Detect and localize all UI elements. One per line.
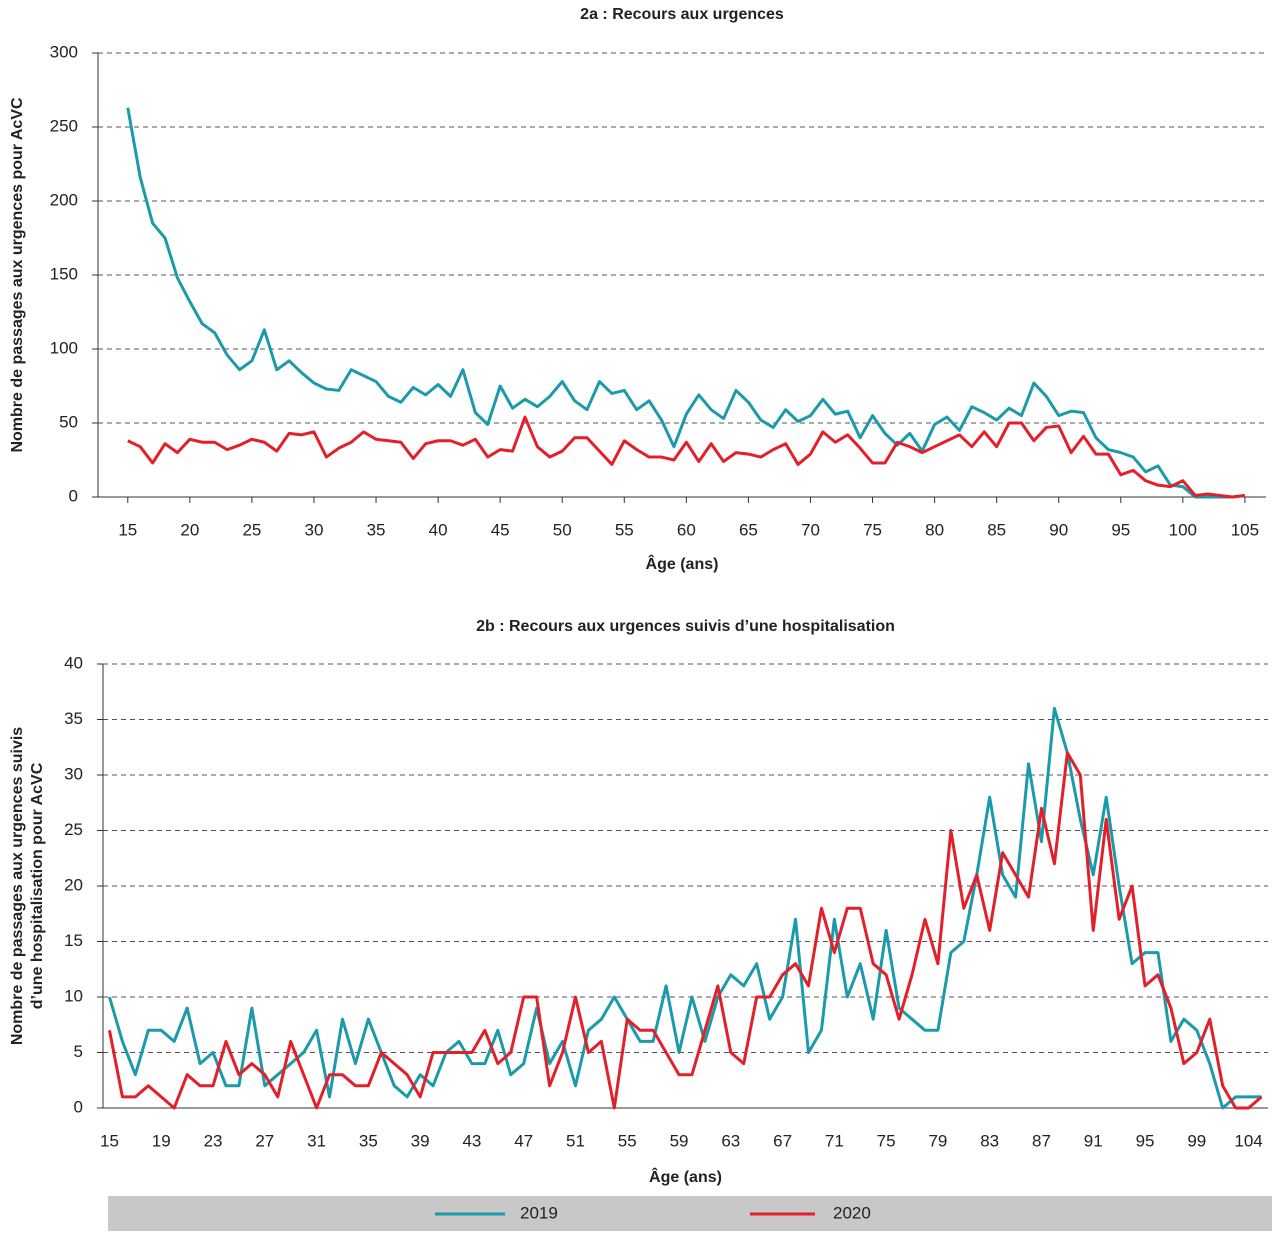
x-tick-label: 100	[1169, 520, 1197, 539]
x-tick-label: 75	[877, 1131, 896, 1150]
y-tick-label: 50	[59, 412, 78, 431]
x-tick-label: 31	[307, 1131, 326, 1150]
y-tick-label: 30	[64, 764, 83, 783]
x-tick-label: 83	[980, 1131, 999, 1150]
x-axis-title: Âge (ans)	[649, 1167, 722, 1186]
x-tick-label: 35	[359, 1131, 378, 1150]
x-tick-label: 67	[773, 1131, 792, 1150]
x-tick-label: 30	[305, 520, 324, 539]
y-axis-title: Nombre de passages aux urgences suivis	[9, 727, 26, 1045]
x-tick-label: 25	[242, 520, 261, 539]
x-tick-label: 50	[553, 520, 572, 539]
x-tick-label: 55	[615, 520, 634, 539]
y-tick-label: 200	[50, 190, 78, 209]
x-tick-label: 105	[1231, 520, 1259, 539]
x-tick-label: 65	[739, 520, 758, 539]
line-series	[127, 415, 1246, 499]
y-axis-title: d’une hospitalisation pour AcVC	[29, 762, 46, 1009]
y-tick-label: 100	[50, 338, 78, 357]
x-tick-label: 91	[1084, 1131, 1103, 1150]
x-tick-label: 63	[721, 1131, 740, 1150]
chart-title: 2b : Recours aux urgences suivis d’une h…	[476, 618, 895, 635]
x-tick-label: 75	[863, 520, 882, 539]
y-tick-label: 15	[64, 931, 83, 950]
legend-background	[108, 1196, 1272, 1231]
x-tick-label: 19	[152, 1131, 171, 1150]
x-tick-label: 35	[367, 520, 386, 539]
y-tick-label: 150	[50, 264, 78, 283]
x-tick-label: 95	[1111, 520, 1130, 539]
x-tick-label: 80	[925, 520, 944, 539]
y-tick-label: 25	[64, 820, 83, 839]
y-tick-label: 0	[69, 486, 78, 505]
x-tick-label: 15	[100, 1131, 119, 1150]
legend-label: 2019	[520, 1203, 558, 1222]
legend-label: 2020	[833, 1203, 871, 1222]
line-series	[107, 751, 1263, 1110]
x-tick-label: 40	[429, 520, 448, 539]
y-tick-label: 5	[74, 1042, 83, 1061]
x-tick-label: 45	[491, 520, 510, 539]
x-tick-label: 20	[180, 520, 199, 539]
x-axis-title: Âge (ans)	[646, 554, 719, 573]
x-tick-label: 15	[118, 520, 137, 539]
x-tick-label: 70	[801, 520, 820, 539]
x-tick-label: 55	[618, 1131, 637, 1150]
x-tick-label: 51	[566, 1131, 585, 1150]
x-tick-label: 39	[411, 1131, 430, 1150]
x-tick-label: 104	[1234, 1131, 1262, 1150]
x-tick-label: 71	[825, 1131, 844, 1150]
x-tick-label: 47	[514, 1131, 533, 1150]
line-series	[108, 706, 1262, 1110]
x-tick-label: 85	[987, 520, 1006, 539]
x-tick-label: 60	[677, 520, 696, 539]
y-tick-label: 10	[64, 986, 83, 1005]
x-tick-label: 99	[1187, 1131, 1206, 1150]
y-tick-label: 250	[50, 116, 78, 135]
line-series	[126, 107, 1246, 499]
y-tick-label: 35	[64, 709, 83, 728]
y-tick-label: 0	[74, 1097, 83, 1116]
x-tick-label: 23	[204, 1131, 223, 1150]
chart-title: 2a : Recours aux urgences	[580, 6, 784, 23]
x-tick-label: 90	[1049, 520, 1068, 539]
x-tick-label: 43	[462, 1131, 481, 1150]
y-tick-label: 40	[64, 653, 83, 672]
y-axis-title: Nombre de passages aux urgences pour AcV…	[9, 97, 26, 453]
y-tick-label: 20	[64, 875, 83, 894]
x-tick-label: 27	[255, 1131, 274, 1150]
x-tick-label: 79	[928, 1131, 947, 1150]
x-tick-label: 87	[1032, 1131, 1051, 1150]
x-tick-label: 95	[1136, 1131, 1155, 1150]
x-tick-label: 59	[670, 1131, 689, 1150]
y-tick-label: 300	[50, 42, 78, 61]
